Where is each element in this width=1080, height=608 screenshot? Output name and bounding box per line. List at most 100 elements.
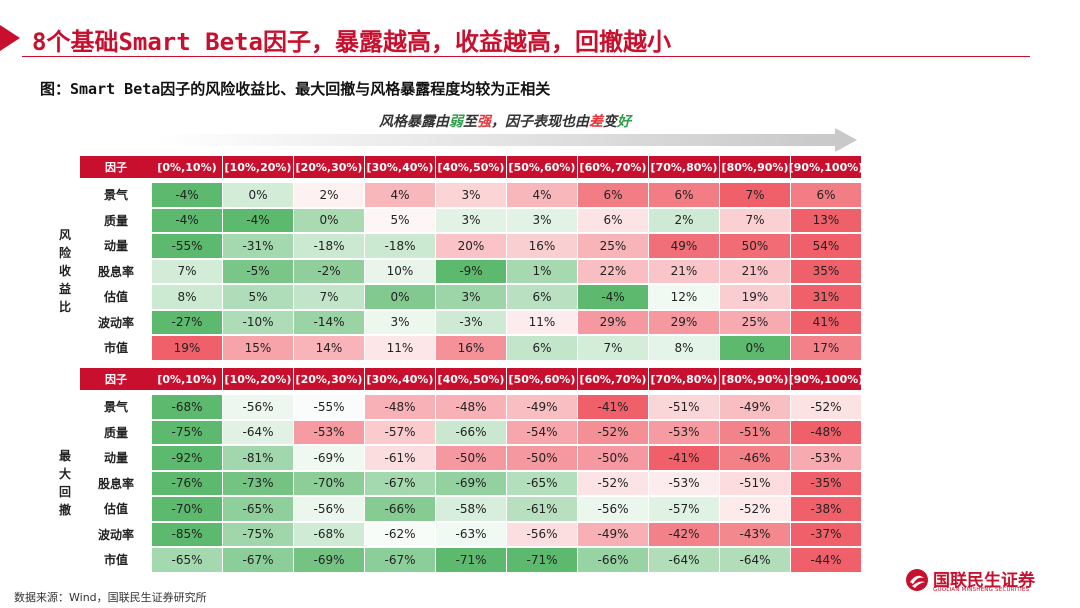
heatmap-cell: -42%	[649, 522, 719, 546]
heatmap-cell: 8%	[152, 285, 222, 309]
heatmap-cell: 3%	[365, 310, 435, 334]
heatmap-cell: -49%	[507, 395, 577, 419]
heatmap-cell: -68%	[294, 522, 364, 546]
exposure-arrow-bar	[155, 134, 835, 146]
caption-part: ，因子表现也由	[491, 114, 589, 130]
heatmap-cell: 14%	[294, 336, 364, 360]
column-header: [60%,70%)	[578, 368, 648, 390]
heatmap-cell: -53%	[649, 420, 719, 444]
title-flag-icon	[0, 25, 20, 51]
heatmap-cell: -56%	[578, 497, 648, 521]
heatmap-cell: -53%	[649, 471, 719, 495]
caption-bad: 差	[589, 114, 603, 130]
brand-logo-icon	[906, 569, 928, 591]
heatmap-cell: -66%	[365, 497, 435, 521]
heatmap-cell: -52%	[578, 420, 648, 444]
heatmap-cell: -61%	[365, 446, 435, 470]
arrow-caption: 风格暴露由弱至强，因子表现也由差变好	[155, 111, 855, 131]
heatmap-cell: -67%	[365, 548, 435, 572]
heatmap-cell: -52%	[791, 395, 861, 419]
title-divider	[22, 56, 1030, 57]
brand-name-en: GUOLIAN MINSHENG SECURITIES	[933, 587, 1030, 593]
column-header: [20%,30%)	[294, 156, 364, 178]
heatmap-cell: -37%	[791, 522, 861, 546]
block-label: 最大回撤	[58, 449, 71, 518]
heatmap-cell: 7%	[720, 183, 790, 207]
heatmap-cell: -9%	[436, 259, 506, 283]
figure-subtitle: 图：Smart Beta因子的风险收益比、最大回撤与风格暴露程度均较为正相关	[40, 80, 551, 98]
column-header: [40%,50%)	[436, 368, 506, 390]
heatmap-cell: -68%	[152, 395, 222, 419]
heatmap-cell: -92%	[152, 446, 222, 470]
column-header: [50%,60%)	[507, 156, 577, 178]
heatmap-cell: -71%	[436, 548, 506, 572]
caption-part: 变	[603, 114, 617, 130]
caption-weak: 弱	[449, 114, 463, 130]
heatmap-cell: -75%	[223, 522, 293, 546]
heatmap-cell: 11%	[507, 310, 577, 334]
column-header: [30%,40%)	[365, 368, 435, 390]
heatmap-cell: 25%	[578, 234, 648, 258]
heatmap-cell: 6%	[507, 285, 577, 309]
column-header: [10%,20%)	[223, 156, 293, 178]
heatmap-cell: 5%	[365, 208, 435, 232]
row-label: 动量	[103, 239, 128, 254]
heatmap-cell: -44%	[791, 548, 861, 572]
heatmap-cell: -57%	[649, 497, 719, 521]
column-header: [90%,100%)	[789, 368, 863, 390]
heatmap-cell: -69%	[436, 471, 506, 495]
heatmap-cell: 0%	[294, 208, 364, 232]
heatmap-cell: -66%	[578, 548, 648, 572]
heatmap-cell: -18%	[294, 234, 364, 258]
heatmap-cell: -85%	[152, 522, 222, 546]
heatmap-cell: -76%	[152, 471, 222, 495]
heatmap-cell: 20%	[436, 234, 506, 258]
row-label: 股息率	[97, 476, 134, 491]
heatmap-cell: -52%	[578, 471, 648, 495]
heatmap-cell: -4%	[223, 208, 293, 232]
heatmap-cell: 6%	[649, 183, 719, 207]
heatmap-cell: 35%	[791, 259, 861, 283]
arrow-right-icon	[835, 128, 857, 152]
row-label: 波动率	[97, 527, 134, 542]
heatmap-cell: -71%	[507, 548, 577, 572]
heatmap-cell: -49%	[720, 395, 790, 419]
heatmap-cell: -50%	[436, 446, 506, 470]
row-label: 动量	[103, 451, 128, 466]
heatmap-cell: 0%	[720, 336, 790, 360]
heatmap-cell: -55%	[294, 395, 364, 419]
caption-strong: 强	[477, 114, 491, 130]
heatmap-cell: 29%	[649, 310, 719, 334]
column-header: [30%,40%)	[365, 156, 435, 178]
heatmap-cell: -56%	[294, 497, 364, 521]
caption-part: 风格暴露由	[379, 114, 449, 130]
heatmap-cell: -69%	[294, 548, 364, 572]
heatmap-cell: -66%	[436, 420, 506, 444]
block-label: 风险收益比	[58, 228, 71, 315]
heatmap-cell: 6%	[578, 183, 648, 207]
heatmap-cell: -48%	[436, 395, 506, 419]
heatmap-cell: 21%	[720, 259, 790, 283]
column-header: [90%,100%)	[789, 156, 863, 178]
caption-part: 至	[463, 114, 477, 130]
heatmap-cell: -65%	[152, 548, 222, 572]
row-label: 景气	[103, 400, 128, 415]
heatmap-cell: -18%	[365, 234, 435, 258]
heatmap-cell: 7%	[152, 259, 222, 283]
heatmap-cell: -41%	[578, 395, 648, 419]
row-label: 股息率	[97, 264, 134, 279]
heatmap-cell: -48%	[365, 395, 435, 419]
column-header: [0%,10%)	[152, 368, 222, 390]
heatmap-cell: -56%	[507, 522, 577, 546]
heatmap-cell: 29%	[578, 310, 648, 334]
heatmap-cell: -67%	[223, 548, 293, 572]
heatmap-cell: -51%	[649, 395, 719, 419]
row-label: 估值	[103, 502, 128, 517]
heatmap-cell: 7%	[720, 208, 790, 232]
heatmap-cell: -70%	[294, 471, 364, 495]
heatmap-cell: -65%	[507, 471, 577, 495]
heatmap-cell: 7%	[578, 336, 648, 360]
heatmap-cell: -31%	[223, 234, 293, 258]
heatmap-cell: 3%	[507, 208, 577, 232]
heatmap-cell: 49%	[649, 234, 719, 258]
